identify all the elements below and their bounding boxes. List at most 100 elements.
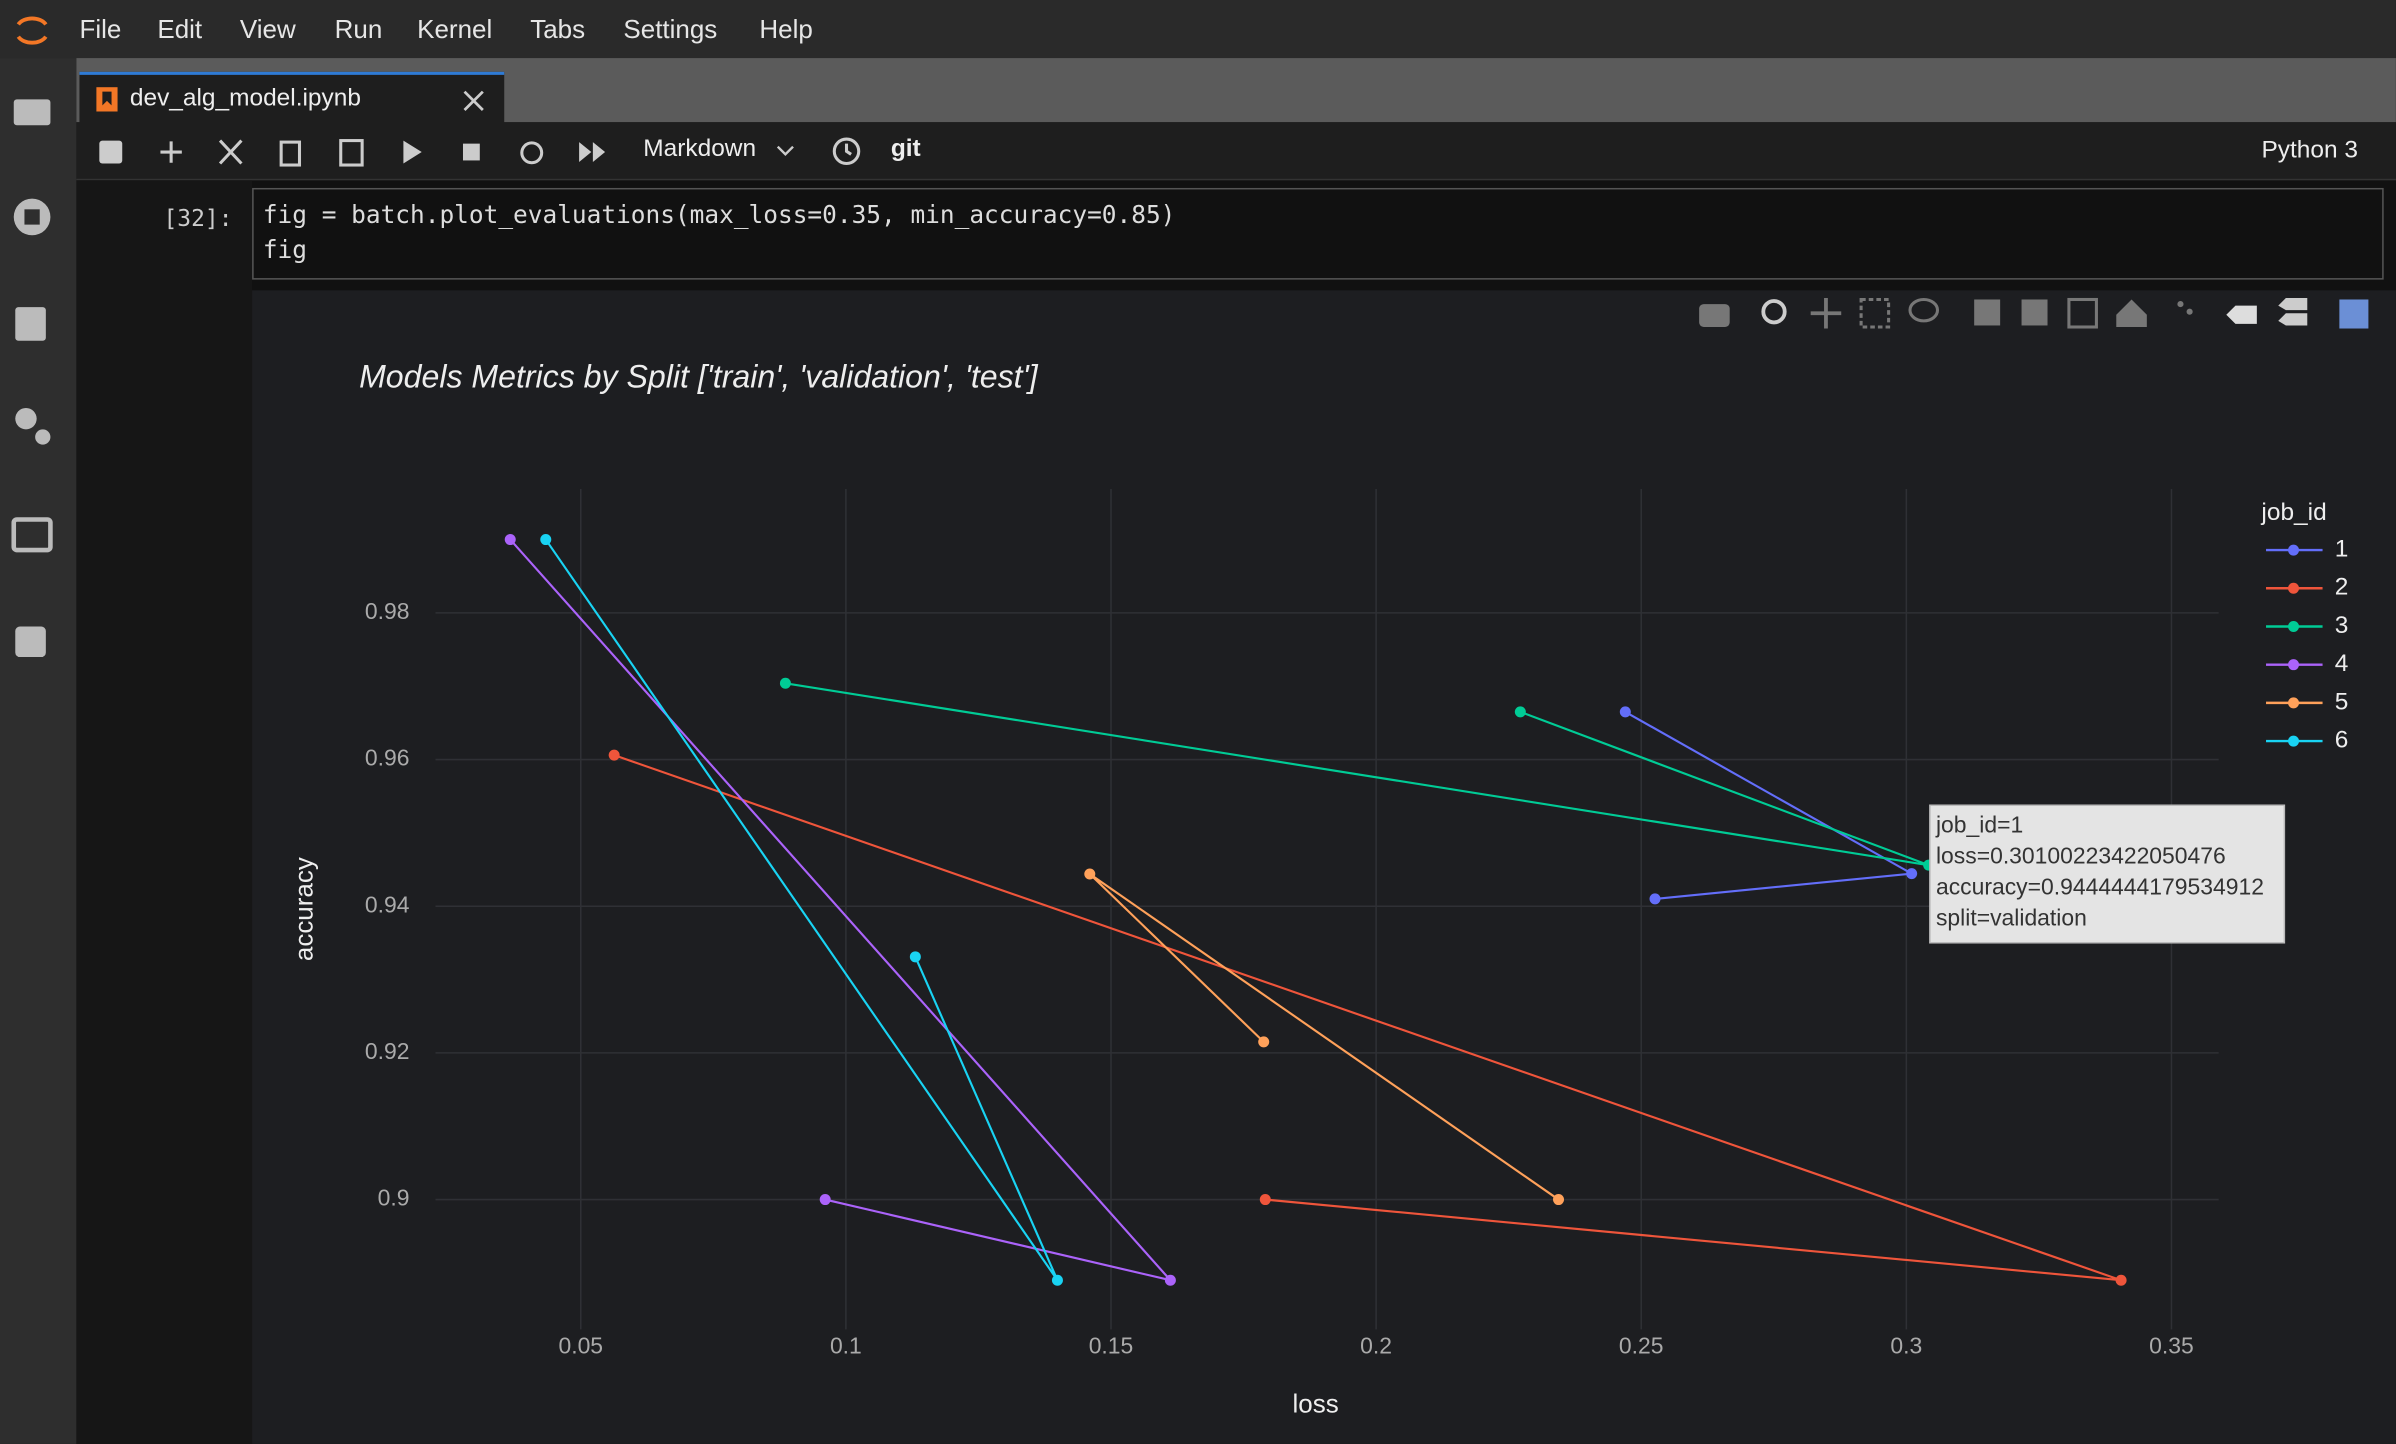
x-tick-label: 0.2	[1360, 1333, 1392, 1359]
toolbar-icons	[99, 139, 606, 167]
x-tick-label: 0.25	[1619, 1333, 1664, 1359]
legend-marker	[2288, 735, 2300, 747]
series-line	[785, 682, 1929, 867]
code-cell[interactable]: fig = batch.plot_evaluations(max_loss=0.…	[252, 187, 2384, 280]
data-point	[1514, 706, 1526, 718]
x-tick-label: 0.35	[2149, 1333, 2194, 1359]
save-button[interactable]	[99, 140, 123, 164]
data-point	[1906, 868, 1918, 880]
restart-button[interactable]	[520, 141, 544, 165]
menu-item[interactable]: View	[239, 15, 296, 45]
legend-label: 1	[2335, 536, 2349, 563]
data-point	[1259, 1194, 1271, 1206]
legend-label: 5	[2335, 688, 2349, 715]
modebar-button[interactable]	[2177, 301, 2184, 308]
git-button[interactable]: git	[890, 135, 921, 162]
files-icon[interactable]	[13, 99, 51, 126]
menu-item[interactable]: Edit	[157, 15, 203, 45]
legend-label: 6	[2335, 727, 2349, 754]
tooltip-box	[1929, 804, 2286, 944]
legend-marker	[2288, 582, 2300, 594]
notebook-icon	[96, 87, 118, 112]
modebar-button[interactable]	[1810, 297, 1842, 329]
tabs-icon[interactable]	[11, 517, 53, 553]
run-button[interactable]	[403, 140, 422, 164]
data-point	[2115, 1274, 2127, 1286]
data-point	[1649, 893, 1661, 905]
copy-button[interactable]	[279, 140, 302, 167]
tooltip-line: accuracy=0.9444444179534912	[1936, 874, 2264, 900]
close-icon[interactable]	[463, 90, 484, 111]
modebar-button[interactable]	[1699, 304, 1730, 327]
toolbar: Markdown git Python 3	[76, 122, 2396, 181]
modebar-button[interactable]	[2278, 297, 2308, 326]
data-point	[1619, 706, 1631, 718]
x-tick-label: 0.3	[1890, 1333, 1922, 1359]
run-all-button[interactable]	[579, 142, 606, 162]
chart-title: Models Metrics by Split ['train', 'valid…	[359, 358, 1039, 394]
extensions-icon[interactable]	[15, 626, 46, 658]
code-line: fig	[262, 235, 307, 265]
cell-type-select[interactable]: Markdown	[643, 135, 757, 162]
modebar-button[interactable]	[1859, 297, 1891, 329]
data-point	[1051, 1274, 1063, 1286]
data-point	[504, 534, 516, 546]
data-point	[1258, 1036, 1270, 1048]
tooltip-line: split=validation	[1936, 905, 2087, 931]
modebar-button[interactable]	[2067, 297, 2098, 329]
data-point	[540, 534, 552, 546]
paste-button[interactable]	[339, 139, 364, 167]
hover-tooltip: job_id=1 loss=0.30100223422050476 accuracy…	[1929, 804, 2286, 944]
legend-marker	[2288, 620, 2300, 632]
modebar-button[interactable]	[1974, 299, 2001, 326]
plotly-logo[interactable]	[2339, 299, 2369, 329]
data-point	[909, 951, 921, 963]
legend-label: 4	[2335, 650, 2349, 677]
x-tick-label: 0.05	[558, 1333, 603, 1359]
modebar	[1699, 297, 2369, 329]
modebar-button[interactable]	[1908, 297, 1940, 323]
legend-label: 3	[2335, 612, 2349, 639]
menu-item[interactable]: Help	[759, 15, 813, 45]
menubar: File Edit View Run Kernel Tabs Settings …	[0, 0, 2396, 59]
y-axis-label: accuracy	[288, 857, 318, 961]
dropdown-icon	[776, 145, 794, 157]
y-tick-label: 0.98	[365, 598, 410, 624]
settings-icon[interactable]	[15, 407, 37, 430]
legend-marker	[2288, 697, 2300, 709]
notebook-tab[interactable]: dev_alg_model.ipynb	[79, 71, 505, 126]
add-button[interactable]	[160, 141, 182, 163]
y-tick-label: 0.94	[365, 891, 410, 917]
stop-button[interactable]	[462, 143, 480, 161]
kernel-name[interactable]: Python 3	[2261, 137, 2358, 164]
legend-marker	[2288, 544, 2300, 556]
modebar-button[interactable]	[1761, 299, 1787, 325]
series-line	[1089, 873, 1560, 1201]
modebar-button[interactable]	[2116, 299, 2147, 327]
data-point	[1553, 1194, 1565, 1206]
commands-icon[interactable]	[15, 307, 46, 341]
cut-button[interactable]	[218, 139, 243, 165]
x-tick-label: 0.15	[1089, 1333, 1134, 1359]
sidebar	[0, 58, 77, 1444]
sidebar-icons	[11, 99, 53, 658]
menu-item[interactable]: Tabs	[530, 15, 586, 45]
tooltip-line: job_id=1	[1935, 812, 2023, 838]
cell-prompt: [32]:	[163, 204, 233, 233]
menu-item[interactable]: File	[79, 15, 122, 45]
legend-title: job_id	[2260, 499, 2326, 526]
legend-label: 2	[2335, 574, 2349, 601]
modebar-button[interactable]	[2021, 299, 2048, 326]
menu-item[interactable]: Run	[334, 15, 383, 45]
series-line	[544, 538, 1059, 1281]
y-tick-label: 0.92	[365, 1038, 410, 1064]
history-icon[interactable]	[830, 134, 864, 168]
data-point	[779, 677, 791, 689]
modebar-button[interactable]	[2226, 305, 2257, 324]
menu-item[interactable]: Kernel	[417, 15, 493, 45]
tab-title: dev_alg_model.ipynb	[129, 85, 361, 112]
menu-item[interactable]: Settings	[623, 15, 718, 45]
code-line: fig = batch.plot_evaluations(max_loss=0.…	[262, 200, 1176, 230]
data-point	[1084, 868, 1096, 880]
